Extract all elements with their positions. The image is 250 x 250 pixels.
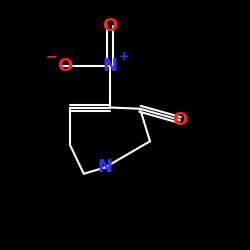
Text: O: O bbox=[172, 111, 188, 129]
Text: O: O bbox=[58, 57, 72, 75]
Text: −: − bbox=[46, 49, 58, 63]
Text: O: O bbox=[102, 17, 118, 35]
Text: N: N bbox=[98, 158, 112, 176]
Text: N: N bbox=[102, 57, 118, 75]
Text: +: + bbox=[118, 50, 129, 63]
